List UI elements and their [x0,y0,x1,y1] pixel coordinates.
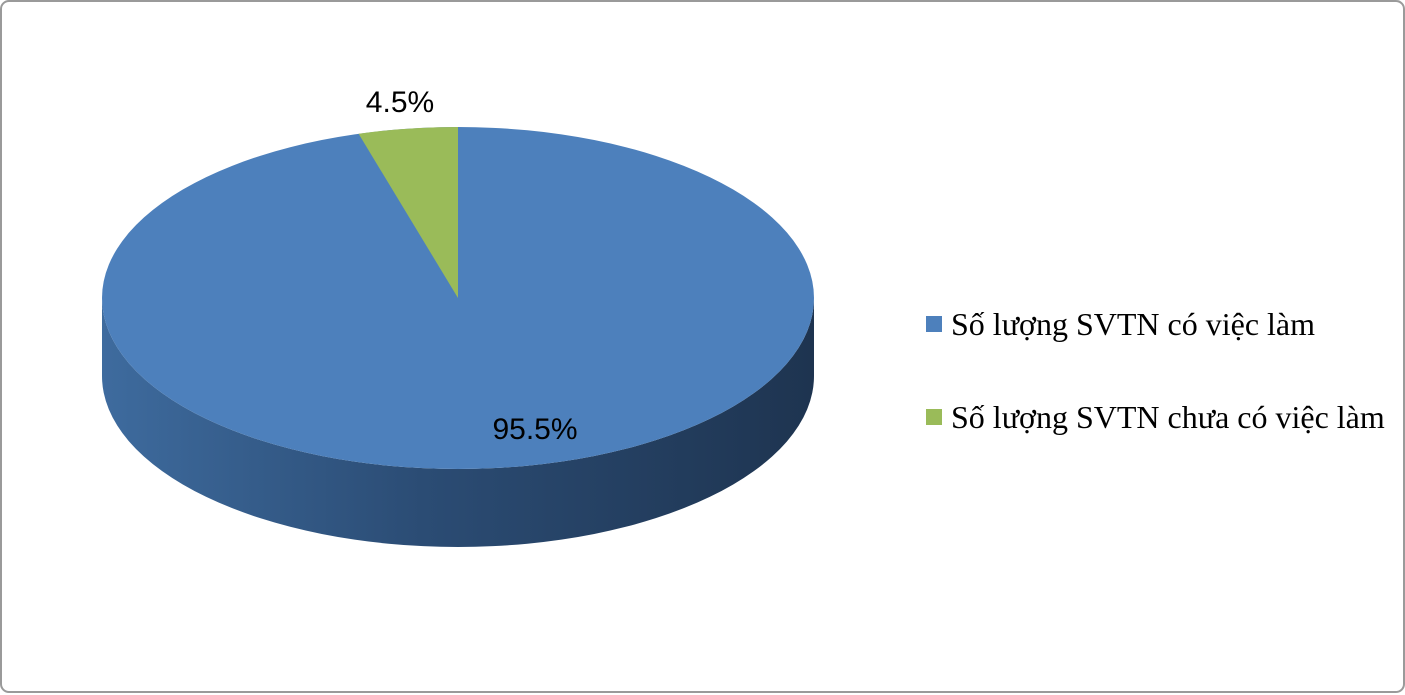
pie-slice-unemployed [358,127,458,298]
legend: Số lượng SVTN có việc làm Số lượng SVTN … [926,303,1385,438]
legend-item-unemployed: Số lượng SVTN chưa có việc làm [926,396,1385,438]
legend-marker-blue-icon [926,316,942,332]
data-label-big-slice: 95.5% [492,413,578,446]
legend-marker-green-icon [926,409,942,425]
pie-side-wall [102,298,814,547]
data-label-small-slice: 4.5% [365,86,435,119]
legend-item-employed: Số lượng SVTN có việc làm [926,303,1385,345]
legend-label-unemployed: Số lượng SVTN chưa có việc làm [951,399,1385,435]
legend-label-employed: Số lượng SVTN có việc làm [951,306,1315,342]
